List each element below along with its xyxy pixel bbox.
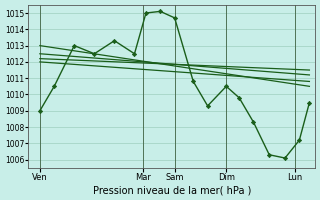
X-axis label: Pression niveau de la mer( hPa ): Pression niveau de la mer( hPa ) <box>92 185 251 195</box>
